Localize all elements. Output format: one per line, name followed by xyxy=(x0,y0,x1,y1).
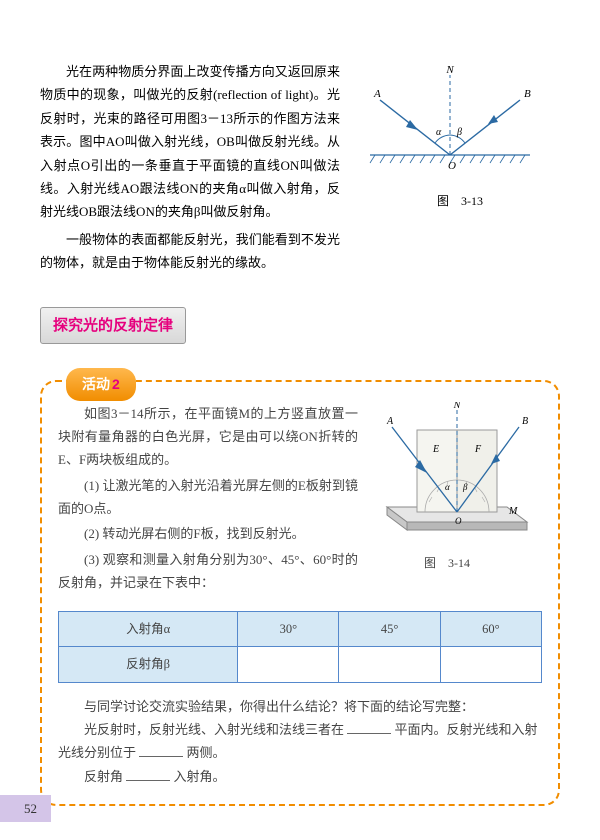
intro-p1: 光在两种物质分界面上改变传播方向又返回原来物质中的现象，叫做光的反射(refle… xyxy=(40,60,340,224)
figure-3-13-caption: 图 3-13 xyxy=(360,191,560,213)
svg-text:N: N xyxy=(445,64,454,76)
figure-3-14: N A B E F α β O M 图 3-14 xyxy=(352,402,542,575)
activity-p4: (3) 观察和测量入射角分别为30°、45°、60°时的反射角，并记录在下表中： xyxy=(58,548,358,595)
q2-text-a: 反射角 xyxy=(84,769,123,784)
activity-badge-num: 2 xyxy=(112,376,120,392)
svg-text:E: E xyxy=(432,444,439,455)
q2-text-b: 入射角。 xyxy=(174,769,226,784)
q1-text-c: 两侧。 xyxy=(187,745,226,760)
svg-text:N: N xyxy=(453,402,462,411)
svg-text:F: F xyxy=(474,444,482,455)
activity-box: 活动2 如图3－14所示，在平面镜M的上方竖直放置一块附有量角器的白色光屏，它是… xyxy=(40,380,560,807)
intro-p2: 一般物体的表面都能反射光，我们能看到不发光的物体，就是由于物体能反射光的缘故。 xyxy=(40,228,340,275)
svg-text:O: O xyxy=(448,160,456,172)
blank-1 xyxy=(347,721,391,734)
svg-text:α: α xyxy=(445,482,450,492)
figure-3-13: N A B O α β 图 3-13 xyxy=(360,60,560,213)
activity-q-intro: 与同学讨论交流实验结果，你得出什么结论？将下面的结论写完整： xyxy=(58,695,542,718)
blank-3 xyxy=(126,768,170,781)
activity-text: 如图3－14所示，在平面镜M的上方竖直放置一块附有量角器的白色光屏，它是由可以绕… xyxy=(58,402,358,595)
activity-badge-label: 活动 xyxy=(82,376,110,392)
section-header-text: 探究光的反射定律 xyxy=(53,317,173,334)
table-cell xyxy=(339,647,440,683)
svg-text:α: α xyxy=(436,127,442,138)
blank-2 xyxy=(139,744,183,757)
table-row1-label: 入射角α xyxy=(59,611,238,647)
intro-text: 光在两种物质分界面上改变传播方向又返回原来物质中的现象，叫做光的反射(refle… xyxy=(40,60,340,275)
section-header: 探究光的反射定律 xyxy=(40,307,186,344)
table-cell xyxy=(238,647,339,683)
svg-text:O: O xyxy=(455,516,462,526)
activity-badge: 活动2 xyxy=(66,368,136,401)
figure-3-14-caption: 图 3-14 xyxy=(352,553,542,575)
svg-text:A: A xyxy=(373,88,381,100)
page-number: 52 xyxy=(0,795,51,822)
intro-section: 光在两种物质分界面上改变传播方向又返回原来物质中的现象，叫做光的反射(refle… xyxy=(40,60,560,275)
svg-text:β: β xyxy=(462,482,468,492)
table-cell xyxy=(440,647,541,683)
q1-text-a: 光反射时，反射光线、入射光线和法线三者在 xyxy=(84,722,344,737)
activity-p3: (2) 转动光屏右侧的F板，找到反射光。 xyxy=(58,522,358,545)
svg-text:A: A xyxy=(386,416,394,427)
table-row2-label: 反射角β xyxy=(59,647,238,683)
table-col-2: 60° xyxy=(440,611,541,647)
activity-q2: 反射角 入射角。 xyxy=(58,765,542,788)
table-col-0: 30° xyxy=(238,611,339,647)
mirror-apparatus-icon: N A B E F α β O M xyxy=(357,402,537,542)
data-table: 入射角α 30° 45° 60° 反射角β xyxy=(58,611,542,683)
svg-text:B: B xyxy=(522,416,528,427)
svg-text:β: β xyxy=(456,127,462,138)
activity-p1: 如图3－14所示，在平面镜M的上方竖直放置一块附有量角器的白色光屏，它是由可以绕… xyxy=(58,402,358,472)
svg-text:M: M xyxy=(508,506,518,517)
activity-q1: 光反射时，反射光线、入射光线和法线三者在 平面内。反射光线和入射光线分别位于 两… xyxy=(58,718,542,765)
svg-text:B: B xyxy=(524,88,531,100)
activity-content: 如图3－14所示，在平面镜M的上方竖直放置一块附有量角器的白色光屏，它是由可以绕… xyxy=(58,402,542,789)
reflection-diagram-icon: N A B O α β xyxy=(360,60,540,180)
activity-p2: (1) 让激光笔的入射光沿着光屏左侧的E板射到镜面的O点。 xyxy=(58,474,358,521)
table-col-1: 45° xyxy=(339,611,440,647)
